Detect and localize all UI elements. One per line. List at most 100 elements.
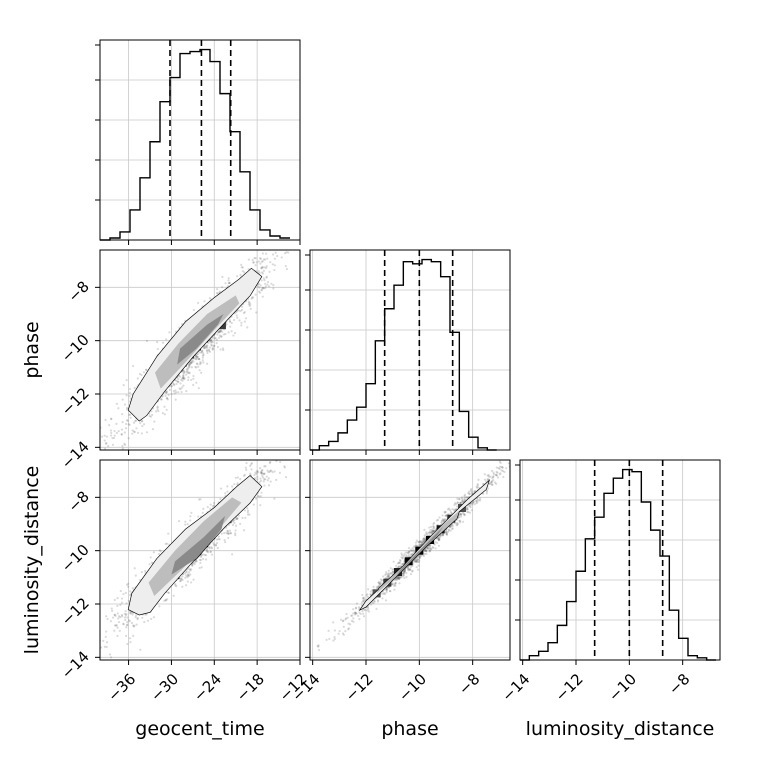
panel-geocent-time-vs-phase-frame (99, 249, 301, 451)
panel-phase-vs-luminosity-distance-sample-point (422, 537, 425, 541)
panel-phase-vs-luminosity-distance-sample-point (412, 560, 415, 563)
panel-phase-vs-luminosity-distance-sample-point (385, 591, 388, 594)
panel-geocent-time-vs-phase-sample-point (215, 288, 219, 291)
panel-phase-vs-luminosity-distance-sample-point (338, 629, 341, 633)
panel-phase-vs-luminosity-distance-sample-point (366, 605, 369, 608)
panel-geocent-time-vs-phase-sample-point (271, 253, 275, 256)
panel-geocent-time-vs-luminosity-distance-sample-point (267, 484, 271, 487)
panel-geocent-time-vs-luminosity-distance-sample-point (111, 609, 114, 612)
panel-geocent-time-vs-phase-sample-point (260, 267, 263, 270)
panel-geocent-time-vs-luminosity-distance-sample-point (255, 456, 257, 458)
panel-geocent-time-vs-phase-sample-point (211, 347, 214, 351)
panel-geocent-time-vs-phase-sample-point (210, 344, 214, 347)
panel-geocent-time-vs-phase-sample-point (243, 271, 246, 274)
panel-geocent-time-vs-phase-sample-point (252, 261, 255, 264)
panel-phase-vs-luminosity-distance-sample-point (453, 508, 456, 511)
panel-geocent-time-vs-phase-sample-point (196, 355, 200, 359)
panel-geocent-time-vs-luminosity-distance-sample-point (75, 696, 77, 698)
panel-phase-vs-luminosity-distance-sample-point (398, 576, 401, 579)
panel-geocent-time-vs-luminosity-distance-sample-point (144, 613, 147, 616)
panel-geocent-time-vs-luminosity-distance-sample-point (126, 620, 129, 624)
panel-phase-vs-luminosity-distance-sample-point (385, 588, 388, 591)
panel-geocent-time-vs-luminosity-distance-sample-point (125, 626, 128, 629)
panel-phase-vs-luminosity-distance-sample-point (495, 466, 498, 469)
panel-geocent-time-vs-phase-sample-point (285, 251, 288, 254)
panel-geocent-time-vs-phase-sample-point (94, 459, 96, 461)
panel-geocent-time-vs-luminosity-distance-sample-point (243, 509, 246, 512)
panel-phase-vs-luminosity-distance-sample-point (445, 530, 448, 534)
panel-geocent-time-vs-phase-sample-point (110, 417, 113, 420)
panel-geocent-time-vs-phase-sample-point (271, 263, 274, 266)
panel-geocent-time-vs-luminosity-distance-sample-point (181, 575, 184, 578)
panel-phase-vs-luminosity-distance-sample-point (419, 544, 422, 547)
panel-geocent-time-vs-luminosity-distance-sample-point (228, 529, 232, 532)
panel-phase-vs-luminosity-distance-sample-point (470, 490, 473, 493)
histogram-geocent-time-steps (100, 48, 290, 241)
panel-geocent-time-vs-phase-sample-point (209, 340, 212, 343)
panel-phase-vs-luminosity-distance-sample-point (459, 512, 462, 516)
panel-geocent-time-vs-luminosity-distance-sample-point (216, 546, 219, 550)
panel-phase-vs-luminosity-distance-sample-point (494, 473, 497, 476)
histogram-luminosity-distance-frame (519, 459, 721, 661)
panel-geocent-time-vs-phase-sample-point (197, 357, 201, 361)
panel-geocent-time-vs-luminosity-distance-sample-point (141, 616, 144, 619)
panel-phase-vs-luminosity-distance-sample-point (358, 611, 361, 614)
panel-geocent-time-vs-phase-sample-point (183, 371, 186, 374)
panel-phase-vs-luminosity-distance-sample-point (440, 521, 443, 524)
panel-geocent-time-vs-phase-sample-point (218, 330, 222, 333)
panel-phase-vs-luminosity-distance-sample-point (407, 546, 411, 550)
panel-geocent-time-vs-luminosity-distance-sample-point (199, 555, 203, 558)
panel-geocent-time-vs-luminosity-distance-sample-point (208, 546, 211, 549)
panel-phase-vs-luminosity-distance-sample-point (377, 581, 380, 584)
panel-phase-vs-luminosity-distance-sample-point (375, 607, 378, 610)
panel-geocent-time-vs-luminosity-distance-sample-point (185, 570, 188, 573)
panel-geocent-time-vs-phase-sample-point (165, 391, 168, 394)
panel-phase-vs-luminosity-distance-sample-point (420, 542, 423, 545)
panel-phase-vs-luminosity-distance-sample-point (402, 562, 405, 565)
panel-phase-vs-luminosity-distance-sample-point (383, 593, 387, 596)
panel-geocent-time-vs-luminosity-distance-sample-point (246, 507, 249, 510)
panel-phase-vs-luminosity-distance-sample-point (409, 568, 412, 571)
panel-phase-vs-luminosity-distance-sample-point (418, 559, 421, 562)
panel-geocent-time-vs-phase-sample-point (150, 410, 153, 413)
panel-phase-vs-luminosity-distance-sample-point (385, 571, 388, 574)
panel-geocent-time-vs-phase-sample-point (224, 282, 227, 285)
panel-geocent-time-vs-luminosity-distance-sample-point (262, 472, 265, 475)
panel-geocent-time-vs-luminosity-distance-sample-point (122, 592, 125, 596)
panel-geocent-time-vs-phase-sample-point (235, 314, 238, 317)
panel-geocent-time-vs-luminosity-distance-sample-point (244, 516, 247, 519)
panel-phase-vs-luminosity-distance-sample-point (496, 471, 499, 474)
panel-phase-vs-luminosity-distance-sample-point (432, 529, 435, 533)
panel-phase-vs-luminosity-distance-sample-point (461, 512, 464, 515)
panel-geocent-time-vs-luminosity-distance-sample-point (129, 612, 133, 615)
panel-geocent-time-vs-luminosity-distance-sample-point (204, 553, 208, 557)
panel-geocent-time-vs-luminosity-distance-sample-point (260, 469, 263, 472)
panel-geocent-time-vs-luminosity-distance-sample-point (233, 521, 236, 525)
panel-phase-vs-luminosity-distance-sample-point (399, 561, 402, 564)
panel-phase-vs-luminosity-distance-sample-point (407, 568, 410, 571)
panel-geocent-time-vs-phase-sample-point (232, 334, 235, 337)
panel-geocent-time-vs-phase-sample-point (125, 394, 128, 397)
panel-geocent-time-vs-phase-sample-point (149, 415, 153, 418)
panel-geocent-time-vs-phase-sample-point (205, 349, 209, 352)
panel-geocent-time-vs-luminosity-distance-sample-point (243, 473, 247, 477)
panel-phase-vs-luminosity-distance-sample-point (363, 608, 366, 611)
panel-geocent-time-vs-luminosity-distance-sample-point (184, 576, 187, 579)
panel-geocent-time-vs-phase-sample-point (221, 286, 224, 289)
panel-phase-vs-luminosity-distance-sample-point (455, 521, 458, 525)
panel-phase-vs-luminosity-distance-sample-point (442, 519, 446, 522)
panel-phase-vs-luminosity-distance-sample-point (422, 537, 425, 540)
panel-phase-vs-luminosity-distance-sample-point (478, 497, 482, 500)
panel-phase-vs-luminosity-distance-sample-point (408, 555, 411, 558)
panel-phase-vs-luminosity-distance-sample-point (462, 500, 465, 503)
panel-phase-vs-luminosity-distance-sample-point (430, 528, 434, 531)
panel-geocent-time-vs-luminosity-distance-sample-point (132, 634, 135, 637)
panel-geocent-time-vs-phase-sample-point (189, 361, 193, 364)
panel-geocent-time-vs-luminosity-distance-sample-point (114, 624, 118, 627)
panel-geocent-time-vs-luminosity-distance-sample-point (245, 468, 248, 471)
panel-phase-vs-luminosity-distance-sample-point (430, 531, 433, 534)
panel-phase-vs-luminosity-distance-sample-point (442, 533, 445, 537)
panel-phase-vs-luminosity-distance-sample-point (431, 530, 434, 533)
panel-phase-vs-luminosity-distance-sample-point (372, 599, 376, 603)
panel-phase-vs-luminosity-distance-sample-point (453, 502, 457, 505)
